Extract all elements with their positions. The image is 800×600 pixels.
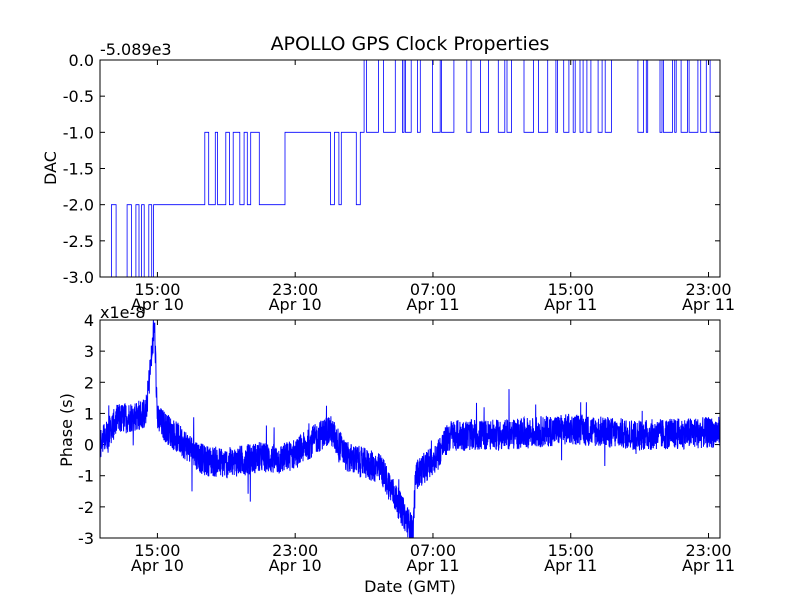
- phase-x-tick-time-label: 07:00: [410, 541, 456, 560]
- phase-x-tick-date-label: Apr 11: [682, 556, 735, 575]
- phase-x-tick-time-label: 23:00: [685, 541, 731, 560]
- phase-y-tick-label: -1: [78, 467, 94, 486]
- phase-y-tick-label: -2: [78, 498, 94, 517]
- phase-y-tick-label: 4: [84, 311, 94, 330]
- phase-series-line: [99, 319, 721, 539]
- dac-series-line: [99, 59, 720, 278]
- phase-x-axis-label: Date (GMT): [364, 577, 456, 596]
- dac-panel: -5.089e3 DAC -3.0 -2.5 -2.0 -1.5 -1.0 -0.5 0.0…: [41, 40, 735, 314]
- chart-title: APOLLO GPS Clock Properties: [271, 33, 550, 55]
- phase-y-tick-label: 0: [84, 436, 94, 455]
- dac-y-tick-label: -1.5: [63, 160, 94, 179]
- dac-x-tick-time-label: 15:00: [548, 280, 594, 299]
- dac-y-tick-label: -1.0: [63, 123, 94, 142]
- dac-y-axis-label: DAC: [41, 151, 60, 185]
- phase-x-tick-date-label: Apr 11: [406, 556, 459, 575]
- phase-x-tick-time-label: 23:00: [272, 541, 318, 560]
- dac-offset-text: -5.089e3: [100, 40, 172, 59]
- phase-x-tick-date-label: Apr 10: [269, 556, 322, 575]
- dac-x-tick-time-label: 23:00: [685, 280, 731, 299]
- dac-x-tick-time-label: 07:00: [410, 280, 456, 299]
- dac-x-tick-date-label: Apr 10: [131, 295, 184, 314]
- phase-x-tick-date-label: Apr 11: [544, 556, 597, 575]
- phase-panel: x1e-8 Phase (s) Date (GMT) -3 -2 -1 0 1 2 3 4 15…: [57, 303, 735, 596]
- phase-plot-frame: [99, 319, 721, 539]
- phase-x-tick-date-label: Apr 10: [131, 556, 184, 575]
- phase-y-tick-label: 2: [84, 373, 94, 392]
- dac-y-tick-label: -0.5: [63, 87, 94, 106]
- dac-plot-frame: [99, 59, 721, 278]
- dac-y-tick-label: -3.0: [63, 268, 94, 287]
- dac-x-tick-date-label: Apr 11: [544, 295, 597, 314]
- dac-x-tick-time-label: 23:00: [272, 280, 318, 299]
- dac-x-tick-date-label: Apr 10: [269, 295, 322, 314]
- phase-y-axis-label: Phase (s): [57, 393, 76, 467]
- dac-y-tick-label: 0.0: [69, 51, 94, 70]
- phase-y-tick-label: 3: [84, 342, 94, 361]
- phase-x-tick-time-label: 15:00: [134, 541, 180, 560]
- phase-y-tick-label: -3: [78, 529, 94, 548]
- phase-y-tick-label: 1: [84, 404, 94, 423]
- dac-y-tick-label: -2.0: [63, 196, 94, 215]
- dac-x-tick-time-label: 15:00: [134, 280, 180, 299]
- dac-y-tick-label: -2.5: [63, 232, 94, 251]
- phase-x-tick-time-label: 15:00: [548, 541, 594, 560]
- phase-offset-text: x1e-8: [100, 303, 145, 322]
- dac-x-tick-date-label: Apr 11: [682, 295, 735, 314]
- dac-x-tick-date-label: Apr 11: [406, 295, 459, 314]
